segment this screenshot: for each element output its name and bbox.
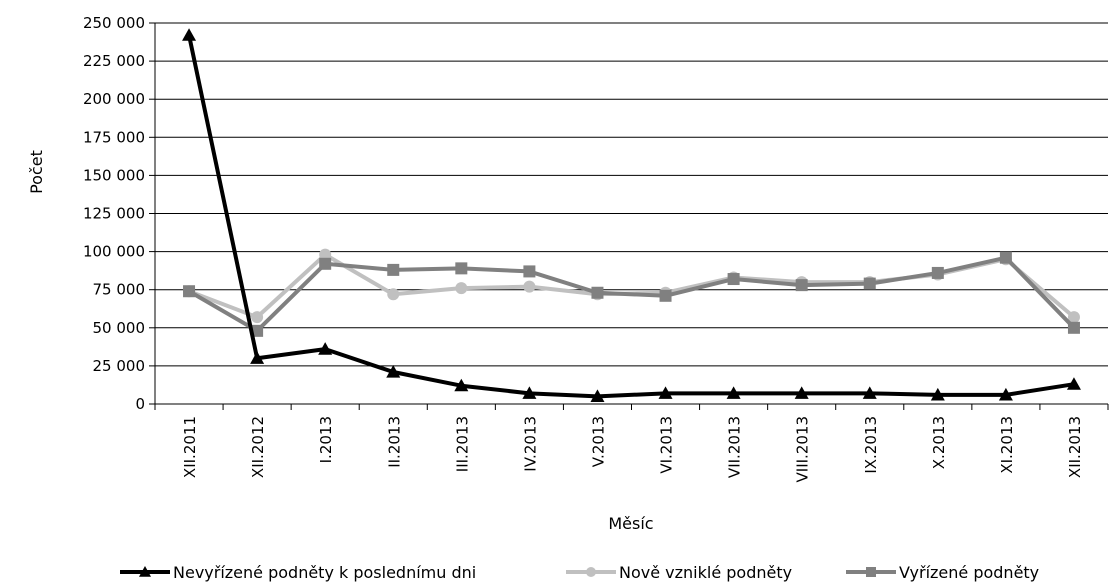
data-point <box>795 279 808 292</box>
x-tick-label: I.2013 <box>317 416 335 463</box>
y-tick-label: 175 000 <box>83 128 145 146</box>
data-point <box>862 386 877 399</box>
x-tick-label: III.2013 <box>453 416 471 472</box>
data-point <box>931 266 944 279</box>
x-tick-label: IX.2013 <box>862 416 880 474</box>
x-tick-label: XI.2013 <box>998 416 1016 474</box>
y-axis-ticks: 0 25 000 50 000 75 000 100 000 125 000 150 000… <box>83 14 155 413</box>
data-point <box>726 386 741 399</box>
y-axis-title: Počet <box>27 150 46 194</box>
data-point <box>590 389 605 402</box>
data-point <box>387 263 400 276</box>
x-tick-label: X.2013 <box>930 416 948 469</box>
series-circle <box>183 248 1080 324</box>
data-point <box>658 386 673 399</box>
y-tick-label: 25 000 <box>93 357 146 375</box>
y-tick-label: 200 000 <box>83 90 145 108</box>
data-point <box>454 378 469 392</box>
legend-label: Vyřízené podněty <box>899 563 1039 582</box>
legend-marker <box>866 567 876 577</box>
series-square <box>183 251 1080 337</box>
x-tick-label: II.2013 <box>385 416 403 468</box>
legend-item: Nevyřízené podněty k poslednímu dni <box>120 563 476 582</box>
data-point <box>1066 377 1081 390</box>
legend-label: Nově vzniklé podněty <box>619 563 792 582</box>
x-tick-label: VII.2013 <box>726 416 744 478</box>
x-tick-label: XII.2013 <box>1066 416 1084 478</box>
y-tick-label: 0 <box>135 395 145 413</box>
data-point <box>318 342 333 355</box>
data-point <box>183 285 196 298</box>
legend-item: Nově vzniklé podněty <box>566 563 792 582</box>
data-point <box>1067 311 1080 324</box>
legend-label: Nevyřízené podněty k poslednímu dni <box>173 563 476 582</box>
data-point <box>659 289 672 302</box>
data-point <box>251 324 264 337</box>
x-tick-label: XII.2012 <box>249 416 267 478</box>
data-point <box>727 273 740 286</box>
y-tick-label: 225 000 <box>83 52 145 70</box>
series-line <box>187 34 1075 399</box>
data-point <box>386 364 401 378</box>
data-point <box>998 387 1013 401</box>
data-point <box>250 351 265 364</box>
y-tick-label: 250 000 <box>83 14 145 32</box>
data-point <box>999 251 1012 264</box>
y-tick-label: 50 000 <box>93 319 146 337</box>
data-point <box>387 288 400 301</box>
data-point <box>1067 321 1080 334</box>
x-tick-label: VIII.2013 <box>794 416 812 482</box>
y-tick-label: 100 000 <box>83 243 145 261</box>
data-point <box>930 387 945 401</box>
gridlines <box>155 22 1108 367</box>
data-point <box>455 282 468 295</box>
data-point <box>522 386 537 399</box>
series-lines <box>182 28 1081 402</box>
data-point <box>591 286 604 299</box>
data-point <box>523 265 536 278</box>
series-triangle <box>182 28 1081 402</box>
data-point <box>319 257 332 270</box>
x-tick-label: XII.2011 <box>181 416 199 478</box>
data-point <box>523 280 536 293</box>
data-point <box>182 28 197 41</box>
data-point <box>794 386 809 399</box>
legend: Nevyřízené podněty k poslednímu dni Nově … <box>120 563 1039 582</box>
y-tick-label: 75 000 <box>93 281 146 299</box>
series-line <box>188 255 1076 333</box>
data-point <box>319 248 332 261</box>
legend-marker <box>139 566 151 577</box>
x-axis-title: Měsíc <box>608 514 653 533</box>
data-point <box>455 262 468 275</box>
legend-item: Vyřízené podněty <box>846 563 1039 582</box>
x-tick-label: V.2013 <box>589 416 607 467</box>
y-tick-label: 125 000 <box>83 205 145 223</box>
y-tick-label: 150 000 <box>83 166 145 184</box>
data-point <box>863 277 876 290</box>
data-point <box>251 311 264 324</box>
x-tick-label: VI.2013 <box>658 416 676 474</box>
legend-marker <box>586 567 596 577</box>
x-tick-label: IV.2013 <box>521 416 539 472</box>
x-axis-ticks: XII.2011 XII.2012 I.2013 II.2013 III.2013 IV.… <box>154 404 1109 482</box>
